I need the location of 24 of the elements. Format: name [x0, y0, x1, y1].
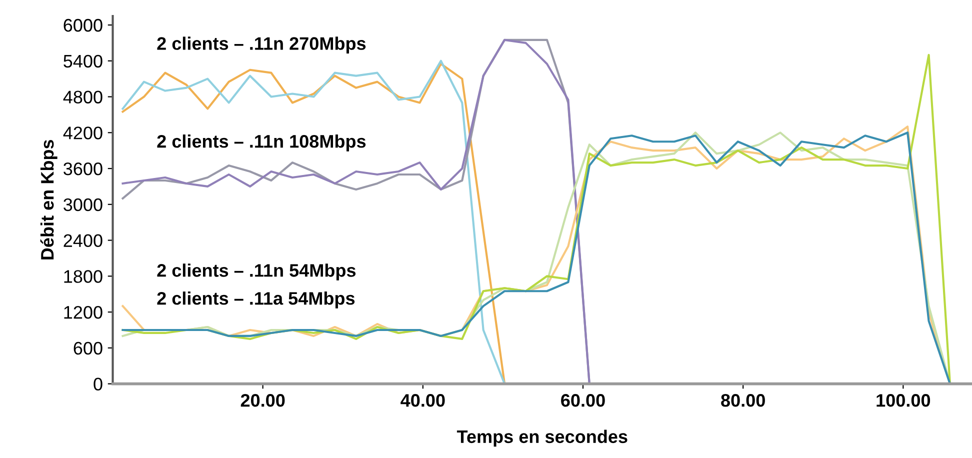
y-tick-label: 6000 [64, 18, 102, 32]
x-tick-label: 20.00 [240, 394, 285, 407]
x-tick-label: 80.00 [721, 394, 765, 407]
y-tick-label: 2400 [64, 234, 102, 247]
annotation: 2 clients – .11a 54Mbps [157, 292, 355, 308]
y-axis-title: Débit en Kbps [40, 140, 58, 260]
x-tick-label: 60.00 [561, 394, 605, 407]
y-tick-label: 1200 [64, 306, 102, 319]
y-tick-label: 1800 [64, 270, 102, 283]
y-tick-label: 4800 [63, 90, 102, 104]
y-tick-label: 3600 [64, 162, 102, 176]
x-tick-label: 100.00 [876, 394, 930, 407]
line-series [122, 54, 952, 384]
annotation: 2 clients – .11n 54Mbps [157, 264, 356, 280]
annotation: 2 clients – .11n 270Mbps [157, 36, 366, 54]
y-tick-label: 4200 [63, 126, 102, 140]
y-tick-label: 0 [94, 378, 102, 391]
y-tick-label: 3000 [64, 198, 102, 212]
line-series [122, 38, 590, 384]
annotation: 2 clients – .11n 108Mbps [157, 134, 366, 152]
y-tick-label: 5400 [64, 54, 102, 68]
y-tick-label: 600 [74, 342, 102, 355]
x-axis-title: Temps en secondes [456, 430, 628, 447]
x-tick-label: 40.00 [400, 394, 445, 407]
